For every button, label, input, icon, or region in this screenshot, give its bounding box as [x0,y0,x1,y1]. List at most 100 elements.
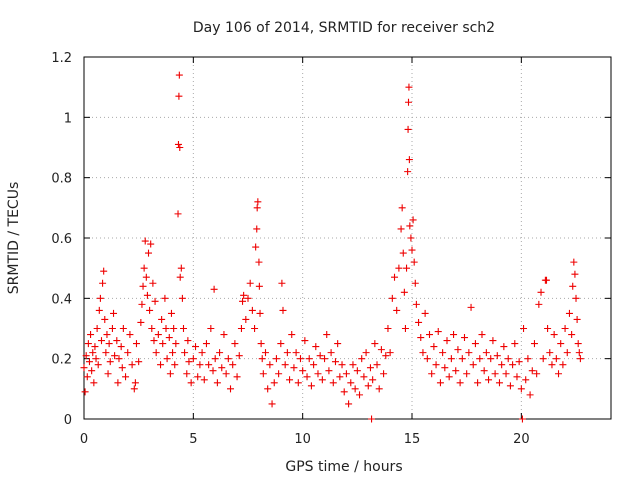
data-point [382,352,390,360]
data-point [574,340,582,348]
data-point [482,349,490,357]
data-point [277,340,285,348]
data-point [474,379,482,387]
data-point [504,355,512,363]
data-point [404,168,412,176]
data-point [275,370,283,378]
data-point [224,355,232,363]
data-point [87,331,95,339]
data-point [415,318,423,326]
data-point [570,258,578,266]
data-point [351,385,359,393]
data-point [81,388,89,396]
data-point [163,355,171,363]
data-point [318,376,326,384]
data-point [170,325,178,332]
data-point [145,249,153,257]
data-point [515,358,523,366]
data-point [103,331,111,339]
data-point [244,294,252,302]
data-point [571,270,579,278]
data-point [266,361,274,369]
data-point [299,367,307,375]
data-point [142,273,150,281]
data-point [561,325,569,332]
data-point [471,340,479,348]
y-tick-label: 1.2 [51,51,72,66]
y-tick-label: 0.8 [51,172,72,187]
data-point [279,306,287,314]
data-point [360,373,368,381]
data-point [573,315,581,323]
data-point [97,337,105,345]
data-point [502,370,510,378]
x-tick-label: 20 [513,432,530,447]
data-point [257,340,265,348]
data-point [286,376,294,384]
data-point [210,285,218,293]
data-point [407,234,415,242]
data-point [550,331,558,339]
data-point [172,340,180,348]
data-point [426,331,434,339]
data-point [417,334,425,342]
data-point [111,352,119,360]
data-point [423,355,431,363]
x-tick-label: 15 [404,432,421,447]
data-point [200,376,208,384]
data-point [261,349,269,357]
data-point [373,361,381,369]
data-point [146,306,154,314]
data-point [364,382,372,390]
data-point [456,379,464,387]
data-point [401,325,409,332]
data-point [441,364,449,372]
data-point [114,379,122,387]
data-point [281,361,289,369]
data-point [254,198,262,206]
data-point [104,370,112,378]
data-point [154,331,162,339]
data-point [233,373,241,381]
data-point [165,334,173,342]
data-point [509,361,517,369]
data-point [405,98,413,106]
data-point [528,367,536,375]
data-point [405,83,413,91]
data-point [248,306,256,314]
data-point [555,370,563,378]
data-point [292,349,300,357]
data-point [406,222,414,230]
x-axis-label: GPS time / hours [285,459,402,475]
data-point [349,361,357,369]
data-point [522,376,530,384]
data-point [161,294,169,302]
data-point [242,315,250,323]
data-point [175,71,183,79]
data-point [303,373,311,381]
data-point [189,355,197,363]
data-point [305,355,313,363]
data-point [119,325,127,332]
data-point [436,379,444,387]
data-point [130,385,138,393]
data-point [176,273,184,281]
data-point [85,358,93,366]
data-point [546,349,554,357]
data-point [568,331,576,339]
data-point [491,370,499,378]
data-point [139,282,147,290]
chart-title: Day 106 of 2014, SRMTID for receiver sch… [193,20,495,36]
data-point [227,385,235,393]
data-point [137,318,145,326]
data-point [439,349,447,357]
data-point [256,309,264,317]
data-point [409,216,417,224]
data-point [325,367,333,375]
data-point [99,279,107,287]
data-point [251,325,259,332]
data-point [485,376,493,384]
data-point [434,328,442,336]
data-point [184,337,192,345]
data-point [151,297,159,305]
